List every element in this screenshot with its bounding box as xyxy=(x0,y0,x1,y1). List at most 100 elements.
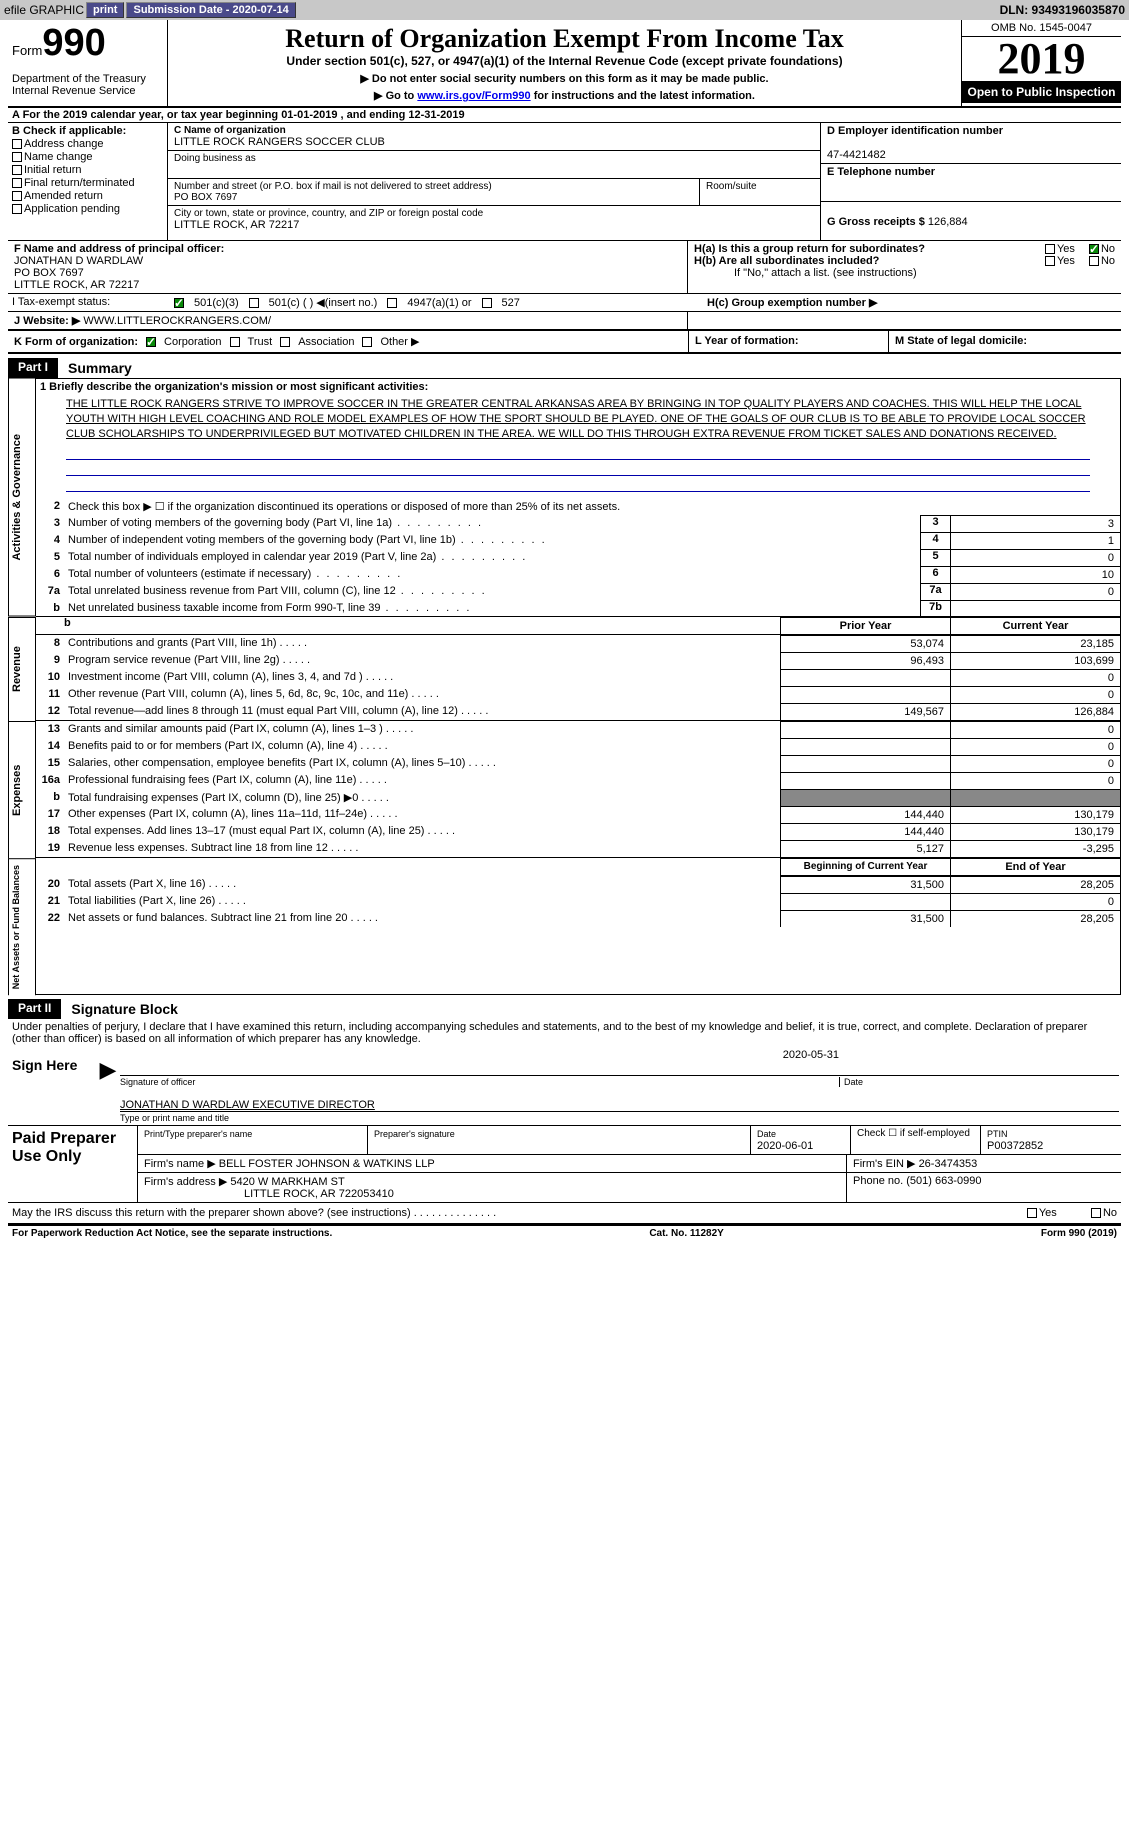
line-7b-num: 7b xyxy=(920,600,950,616)
paid-preparer-row: Paid Preparer Use Only Print/Type prepar… xyxy=(8,1126,1121,1203)
checkbox-527[interactable] xyxy=(482,298,492,308)
eoy-hdr: End of Year xyxy=(950,858,1120,876)
checkbox-name-change[interactable] xyxy=(12,152,22,162)
checkbox-501c3[interactable] xyxy=(174,298,184,308)
firm-name: BELL FOSTER JOHNSON & WATKINS LLP xyxy=(219,1158,435,1170)
checkbox-hb-yes[interactable] xyxy=(1045,256,1055,266)
gross-receipts: 126,884 xyxy=(928,216,968,228)
self-employed-check: Check ☐ if self-employed xyxy=(851,1126,981,1154)
header-left: Form990 Department of the Treasury Inter… xyxy=(8,20,168,106)
checkbox-corp[interactable] xyxy=(146,337,156,347)
officer-addr1: PO BOX 7697 xyxy=(14,267,84,279)
header-right: OMB No. 1545-0047 2019 Open to Public In… xyxy=(961,20,1121,106)
org-name: LITTLE ROCK RANGERS SOCCER CLUB xyxy=(174,136,385,148)
checkbox-discuss-yes[interactable] xyxy=(1027,1208,1037,1218)
checkbox-4947[interactable] xyxy=(387,298,397,308)
line-3-num: 3 xyxy=(920,515,950,532)
state-domicile-label: M State of legal domicile: xyxy=(888,331,1121,352)
activities-section: Activities & Governance 1 Briefly descri… xyxy=(8,378,1121,617)
form-label: Form xyxy=(12,43,42,58)
revenue-section: Revenue bPrior YearCurrent Year 8Contrib… xyxy=(8,617,1121,721)
line-7a-num: 7a xyxy=(920,583,950,600)
line-5-num: 5 xyxy=(920,549,950,566)
checkbox-other[interactable] xyxy=(362,337,372,347)
line-8-cy: 23,185 xyxy=(950,635,1120,652)
vtab-net-assets: Net Assets or Fund Balances xyxy=(8,858,36,995)
mission-text: THE LITTLE ROCK RANGERS STRIVE TO IMPROV… xyxy=(36,395,1120,444)
line-22-cy: 28,205 xyxy=(950,910,1120,927)
checkbox-app-pending[interactable] xyxy=(12,204,22,214)
instr-1: ▶ Do not enter social security numbers o… xyxy=(172,72,957,85)
checkbox-final-return[interactable] xyxy=(12,178,22,188)
firm-phone: (501) 663-0990 xyxy=(906,1175,981,1187)
year-formation-label: L Year of formation: xyxy=(688,331,888,352)
line-9-py: 96,493 xyxy=(780,652,950,669)
firm-ein: 26-3474353 xyxy=(919,1158,978,1170)
row-k: K Form of organization: Corporation Trus… xyxy=(8,330,1121,354)
checkbox-addr-change[interactable] xyxy=(12,139,22,149)
checkbox-trust[interactable] xyxy=(230,337,240,347)
dept-label: Department of the Treasury Internal Reve… xyxy=(12,73,163,97)
line-12-cy: 126,884 xyxy=(950,703,1120,720)
row-j-label: J Website: ▶ xyxy=(14,315,80,327)
sign-arrow-icon: ▶ xyxy=(98,1047,118,1125)
section-deg: D Employer identification number47-44214… xyxy=(821,123,1121,240)
section-b: B Check if applicable: Address change Na… xyxy=(8,123,168,240)
efile-label: efile GRAPHIC xyxy=(4,3,84,17)
prep-date: 2020-06-01 xyxy=(757,1140,813,1152)
checkbox-initial-return[interactable] xyxy=(12,165,22,175)
hb-note: If "No," attach a list. (see instruction… xyxy=(694,267,1115,279)
irs-link[interactable]: www.irs.gov/Form990 xyxy=(417,90,530,102)
website-value: WWW.LITTLEROCKRANGERS.COM/ xyxy=(80,315,271,327)
form-number: 990 xyxy=(42,22,105,64)
tax-year: 2019 xyxy=(962,37,1121,81)
org-city: LITTLE ROCK, AR 72217 xyxy=(174,219,299,231)
line-4-val: 1 xyxy=(950,532,1120,549)
line-18-py: 144,440 xyxy=(780,823,950,840)
part2-box: Part II xyxy=(8,999,61,1019)
part2-title: Signature Block xyxy=(61,999,1121,1019)
line-4-num: 4 xyxy=(920,532,950,549)
firm-addr2: LITTLE ROCK, AR 722053410 xyxy=(144,1188,394,1200)
line-6-num: 6 xyxy=(920,566,950,583)
part1-header: Part I Summary xyxy=(8,358,1121,378)
line-21-py xyxy=(780,893,950,910)
checkbox-501c[interactable] xyxy=(249,298,259,308)
ptin-value: P00372852 xyxy=(987,1140,1043,1152)
line-8-py: 53,074 xyxy=(780,635,950,652)
checkbox-amended[interactable] xyxy=(12,191,22,201)
checkbox-ha-no[interactable] xyxy=(1089,244,1099,254)
room-suite-label: Room/suite xyxy=(700,179,820,206)
print-button[interactable]: print xyxy=(86,2,124,18)
line-11-py xyxy=(780,686,950,703)
checkbox-assoc[interactable] xyxy=(280,337,290,347)
checkbox-discuss-no[interactable] xyxy=(1091,1208,1101,1218)
line-6-val: 10 xyxy=(950,566,1120,583)
ein-value: 47-4421482 xyxy=(827,149,886,161)
vtab-expenses: Expenses xyxy=(8,721,36,858)
net-assets-section: Net Assets or Fund Balances Beginning of… xyxy=(8,858,1121,995)
checkbox-ha-yes[interactable] xyxy=(1045,244,1055,254)
line-3-val: 3 xyxy=(950,515,1120,532)
line-16a-py xyxy=(780,772,950,789)
officer-addr2: LITTLE ROCK, AR 72217 xyxy=(14,279,139,291)
section-c: C Name of organizationLITTLE ROCK RANGER… xyxy=(168,123,821,240)
header-center: Return of Organization Exempt From Incom… xyxy=(168,20,961,106)
vtab-revenue: Revenue xyxy=(8,617,36,721)
line-7b-val xyxy=(950,600,1120,616)
prior-year-hdr: Prior Year xyxy=(780,617,950,635)
line-16a-cy: 0 xyxy=(950,772,1120,789)
org-address: PO BOX 7697 xyxy=(174,192,237,203)
line1-label: 1 Briefly describe the organization's mi… xyxy=(40,381,428,393)
line-10-py xyxy=(780,669,950,686)
section-h: H(a) Is this a group return for subordin… xyxy=(688,241,1121,293)
checkbox-hb-no[interactable] xyxy=(1089,256,1099,266)
part1-title: Summary xyxy=(58,358,1121,378)
discuss-row: May the IRS discuss this return with the… xyxy=(8,1203,1121,1224)
line-14-cy: 0 xyxy=(950,738,1120,755)
section-fh: F Name and address of principal officer:… xyxy=(8,241,1121,294)
expenses-section: Expenses 13Grants and similar amounts pa… xyxy=(8,721,1121,858)
line-17-cy: 130,179 xyxy=(950,806,1120,823)
line-15-py xyxy=(780,755,950,772)
submission-date-button[interactable]: Submission Date - 2020-07-14 xyxy=(126,2,295,18)
